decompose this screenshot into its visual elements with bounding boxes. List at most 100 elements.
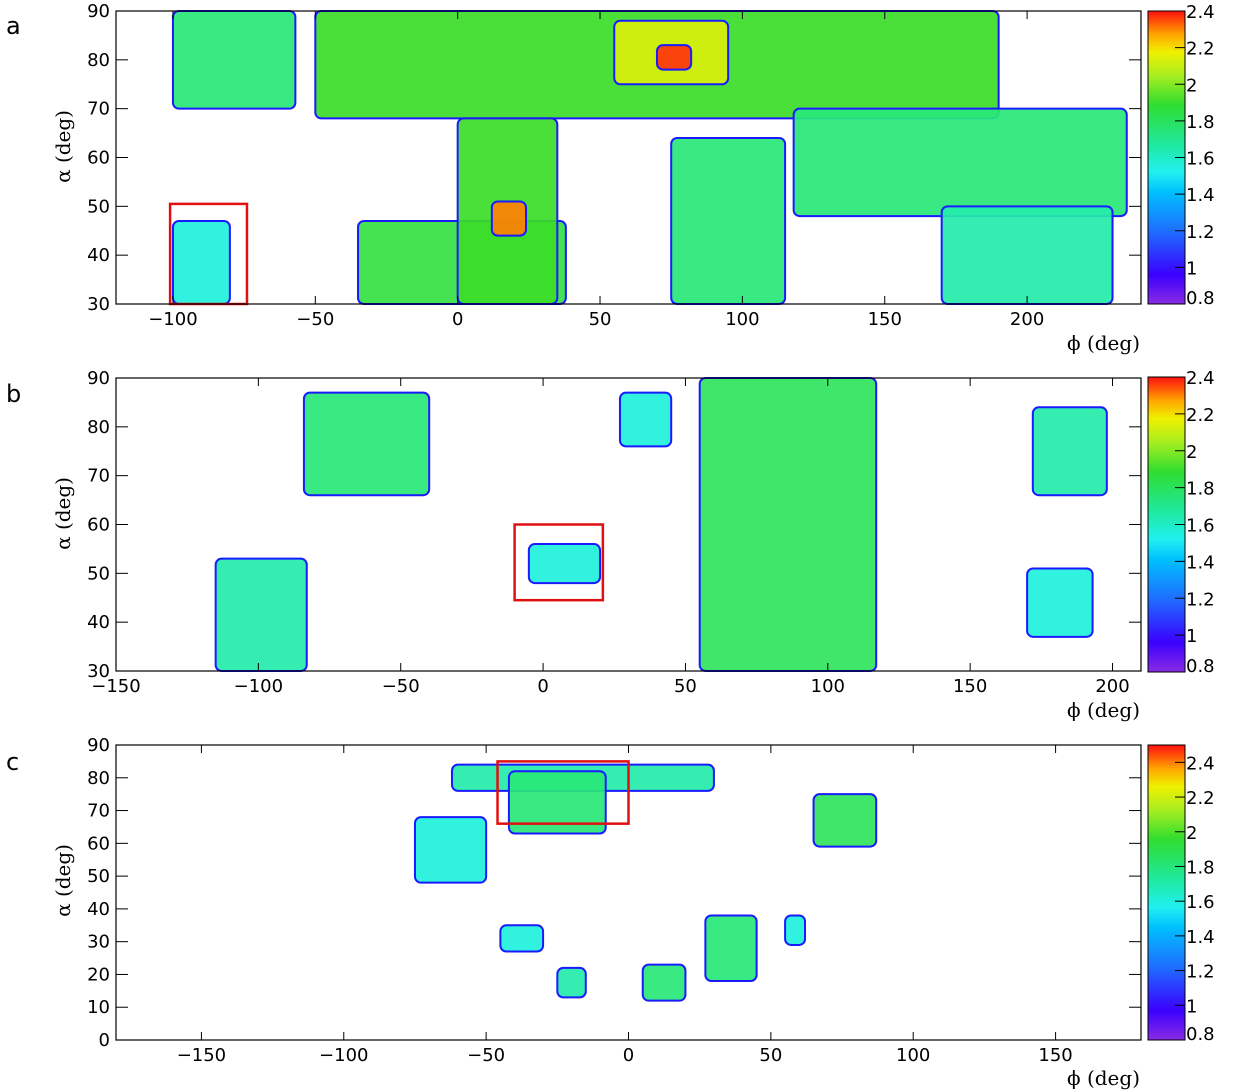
colorbar-tick-label: 1.4 — [1186, 927, 1215, 948]
y-tick-label: 10 — [87, 997, 110, 1018]
heatmap-region — [413, 816, 488, 884]
x-tick-label: 50 — [674, 676, 697, 697]
heatmap-region — [499, 924, 545, 953]
y-tick-label: 70 — [87, 801, 110, 822]
heatmap-region — [704, 914, 758, 983]
colorbar-tick-label: 2.2 — [1186, 788, 1215, 809]
x-tick-label: 50 — [589, 309, 612, 330]
panel-c-axes: −150 −100 −50 0 50 100 150 0 10 20 30 40 50 60 70 80 90 — [87, 735, 1141, 1066]
colorbar-tick-label: 1.2 — [1186, 222, 1215, 243]
heatmap-region — [812, 793, 878, 848]
y-tick-label: 0 — [99, 1030, 110, 1051]
y-tick-label: 50 — [87, 563, 110, 584]
heatmap-region — [171, 10, 297, 110]
colorbar-tick-label: 2 — [1186, 75, 1197, 96]
y-tick-label: 60 — [87, 148, 110, 169]
heatmap-region — [490, 200, 528, 237]
colorbar-tick-label: 1.2 — [1186, 589, 1215, 610]
panel-a-heatmap — [171, 10, 1128, 306]
colorbar-tick-label: 1.2 — [1186, 962, 1215, 983]
heatmap-region — [698, 377, 878, 672]
colorbar-tick-label: 2.4 — [1186, 753, 1215, 774]
y-tick-label: 70 — [87, 99, 110, 120]
x-tick-label: −150 — [91, 676, 140, 697]
panel-c: c −150 −100 −50 0 50 100 150 0 10 20 30 40 50 60 70 80 9… — [6, 735, 1215, 1090]
y-tick-label: 30 — [87, 294, 110, 315]
heatmap-region — [302, 391, 431, 497]
y-tick-label: 80 — [87, 768, 110, 789]
y-tick-label: 90 — [87, 1, 110, 22]
x-tick-label: 150 — [868, 309, 902, 330]
heatmap-region — [1031, 406, 1108, 497]
panel-a-ylabel: α (deg) — [51, 110, 75, 183]
y-tick-label: 20 — [87, 964, 110, 985]
x-tick-label: 0 — [537, 676, 548, 697]
panel-c-xlabel: ϕ (deg) — [1067, 1066, 1140, 1090]
x-tick-label: −50 — [296, 309, 334, 330]
heatmap-region — [670, 136, 787, 305]
heatmap-region — [618, 391, 673, 448]
colorbar-tick-label: 2.2 — [1186, 39, 1215, 60]
panel-b-highlight-box — [513, 523, 605, 602]
heatmap-region — [641, 963, 687, 1002]
y-tick-label: 90 — [87, 368, 110, 389]
heatmap-region — [556, 966, 587, 999]
heatmap-region — [940, 205, 1114, 305]
x-tick-label: 150 — [953, 676, 987, 697]
panel-c-ylabel: α (deg) — [51, 844, 75, 917]
panel-c-letter: c — [6, 748, 19, 776]
heatmap-region — [792, 107, 1128, 218]
heatmap-region — [527, 543, 602, 585]
colorbar-tick-label: 1.8 — [1186, 112, 1215, 133]
heatmap-region — [507, 770, 607, 835]
x-tick-label: −100 — [234, 676, 283, 697]
colorbar-tick-label: 0.8 — [1186, 288, 1215, 309]
x-tick-label: −50 — [467, 1045, 505, 1066]
x-tick-label: 200 — [1010, 309, 1044, 330]
panel-b-colorbar-ticks: 2.4 2.2 2 1.8 1.6 1.4 1.2 1 0.8 — [1175, 368, 1215, 677]
panel-c-colorbar-ticks: 2.4 2.2 2 1.8 1.6 1.4 1.2 1 0.8 — [1175, 753, 1215, 1045]
x-tick-label: 100 — [725, 309, 759, 330]
colorbar-tick-label: 0.8 — [1186, 1024, 1215, 1045]
panel-b: b −150 −100 −50 0 50 100 150 20030405060708090 … — [6, 368, 1215, 722]
panel-b-ylabel: α (deg) — [51, 477, 75, 550]
heatmap-region — [655, 44, 693, 71]
colorbar-tick-label: 1.8 — [1186, 857, 1215, 878]
y-tick-label: 30 — [87, 932, 110, 953]
panel-a: a −100 −50 0 50 100 150 200 30 40 50 60 70 80 90 ϕ (d… — [6, 1, 1215, 355]
panel-a-axes: −100 −50 0 50 100 150 200 30 40 50 60 70 80 90 — [87, 1, 1141, 330]
y-tick-label: 90 — [87, 735, 110, 756]
x-tick-label: 100 — [896, 1045, 930, 1066]
y-tick-label: 80 — [87, 50, 110, 71]
panel-c-frame — [115, 744, 1142, 1041]
panel-b-frame — [115, 377, 1142, 672]
colorbar-tick-label: 1.6 — [1186, 892, 1215, 913]
colorbar-tick-label: 2 — [1186, 823, 1197, 844]
panel-b-letter: b — [6, 380, 21, 408]
colorbar-tick-label: 1 — [1186, 996, 1197, 1017]
heatmap-region — [784, 914, 807, 946]
colorbar-tick-label: 1.4 — [1186, 185, 1215, 206]
colorbar-tick-label: 1.4 — [1186, 552, 1215, 573]
heatmap-region — [214, 557, 308, 673]
colorbar-tick-label: 1.6 — [1186, 516, 1215, 537]
colorbar-tick-label: 1.6 — [1186, 149, 1215, 170]
panel-a-letter: a — [6, 12, 21, 40]
panel-b-axes: −150 −100 −50 0 50 100 150 200 30 40 50 60 70 80 90 — [87, 368, 1141, 697]
colorbar-tick-label: 1 — [1186, 626, 1197, 647]
x-tick-label: 200 — [1095, 676, 1129, 697]
colorbar-tick-label: 1.8 — [1186, 479, 1215, 500]
y-tick-label: 40 — [87, 899, 110, 920]
y-tick-label: 40 — [87, 245, 110, 266]
panel-b-xlabel: ϕ (deg) — [1067, 698, 1140, 722]
heatmap-region — [1026, 567, 1094, 638]
x-tick-label: 100 — [811, 676, 845, 697]
colorbar-tick-label: 2 — [1186, 442, 1197, 463]
y-tick-label: 80 — [87, 417, 110, 438]
x-tick-label: 0 — [623, 1045, 634, 1066]
y-tick-label: 70 — [87, 466, 110, 487]
colorbar-tick-label: 1 — [1186, 258, 1197, 279]
y-tick-label: 60 — [87, 515, 110, 536]
colorbar-tick-label: 2.2 — [1186, 405, 1215, 426]
